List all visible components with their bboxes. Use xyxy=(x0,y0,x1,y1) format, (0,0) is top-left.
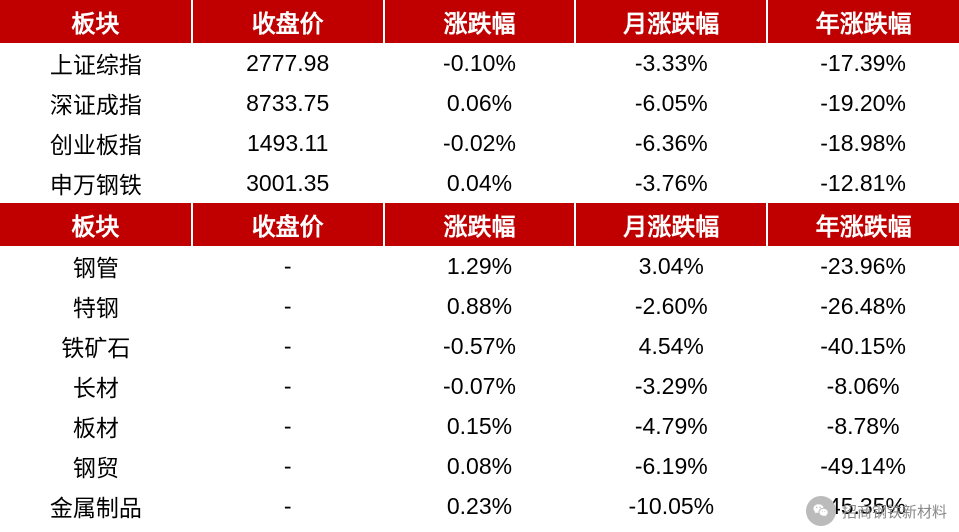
table2-header-row: 板块 收盘价 涨跌幅 月涨跌幅 年涨跌幅 xyxy=(0,203,959,246)
cell-close: 8733.75 xyxy=(192,83,384,123)
cell-close: - xyxy=(192,246,384,286)
cell-sector: 板材 xyxy=(0,406,192,446)
cell-sector: 申万钢铁 xyxy=(0,163,192,203)
cell-year-change: -8.06% xyxy=(767,366,959,406)
cell-change: 0.88% xyxy=(384,286,576,326)
cell-sector: 长材 xyxy=(0,366,192,406)
cell-sector: 特钢 xyxy=(0,286,192,326)
cell-change: -0.10% xyxy=(384,43,576,83)
table1-header-year-change: 年涨跌幅 xyxy=(767,0,959,43)
table-row: 钢贸-0.08%-6.19%-49.14% xyxy=(0,446,959,486)
watermark: 招商钢铁新材料 xyxy=(806,496,947,526)
cell-change: 0.08% xyxy=(384,446,576,486)
cell-change: 1.29% xyxy=(384,246,576,286)
table-row: 申万钢铁3001.350.04%-3.76%-12.81% xyxy=(0,163,959,203)
cell-change: 0.23% xyxy=(384,486,576,526)
cell-change: 0.06% xyxy=(384,83,576,123)
cell-sector: 钢管 xyxy=(0,246,192,286)
cell-month-change: -6.05% xyxy=(575,83,767,123)
wechat-icon xyxy=(806,496,836,526)
table1-header-close: 收盘价 xyxy=(192,0,384,43)
cell-year-change: -18.98% xyxy=(767,123,959,163)
cell-close: - xyxy=(192,286,384,326)
cell-month-change: -4.79% xyxy=(575,406,767,446)
cell-change: -0.07% xyxy=(384,366,576,406)
table-row: 上证综指2777.98-0.10%-3.33%-17.39% xyxy=(0,43,959,83)
table2-header-sector: 板块 xyxy=(0,203,192,246)
table2-header-close: 收盘价 xyxy=(192,203,384,246)
table-row: 板材-0.15%-4.79%-8.78% xyxy=(0,406,959,446)
table2-header-year-change: 年涨跌幅 xyxy=(767,203,959,246)
cell-year-change: -23.96% xyxy=(767,246,959,286)
table1-header-month-change: 月涨跌幅 xyxy=(575,0,767,43)
table-row: 特钢-0.88%-2.60%-26.48% xyxy=(0,286,959,326)
cell-year-change: -40.15% xyxy=(767,326,959,366)
cell-month-change: -3.76% xyxy=(575,163,767,203)
table1-header-change: 涨跌幅 xyxy=(384,0,576,43)
cell-sector: 深证成指 xyxy=(0,83,192,123)
cell-sector: 上证综指 xyxy=(0,43,192,83)
table1-header-sector: 板块 xyxy=(0,0,192,43)
watermark-text: 招商钢铁新材料 xyxy=(842,501,947,522)
table2-header-month-change: 月涨跌幅 xyxy=(575,203,767,246)
cell-close: - xyxy=(192,366,384,406)
table1-header-row: 板块 收盘价 涨跌幅 月涨跌幅 年涨跌幅 xyxy=(0,0,959,43)
cell-close: - xyxy=(192,326,384,366)
cell-sector: 创业板指 xyxy=(0,123,192,163)
cell-close: 1493.11 xyxy=(192,123,384,163)
cell-change: 0.04% xyxy=(384,163,576,203)
cell-month-change: 3.04% xyxy=(575,246,767,286)
cell-year-change: -12.81% xyxy=(767,163,959,203)
cell-month-change: -3.29% xyxy=(575,366,767,406)
cell-close: 2777.98 xyxy=(192,43,384,83)
cell-close: - xyxy=(192,446,384,486)
cell-year-change: -8.78% xyxy=(767,406,959,446)
cell-change: 0.15% xyxy=(384,406,576,446)
cell-close: - xyxy=(192,406,384,446)
cell-close: 3001.35 xyxy=(192,163,384,203)
table-row: 创业板指1493.11-0.02%-6.36%-18.98% xyxy=(0,123,959,163)
table-row: 长材--0.07%-3.29%-8.06% xyxy=(0,366,959,406)
cell-change: -0.57% xyxy=(384,326,576,366)
cell-sector: 金属制品 xyxy=(0,486,192,526)
cell-month-change: -6.36% xyxy=(575,123,767,163)
cell-year-change: -26.48% xyxy=(767,286,959,326)
cell-month-change: -3.33% xyxy=(575,43,767,83)
cell-month-change: -2.60% xyxy=(575,286,767,326)
table2-header-change: 涨跌幅 xyxy=(384,203,576,246)
cell-change: -0.02% xyxy=(384,123,576,163)
cell-sector: 钢贸 xyxy=(0,446,192,486)
cell-close: - xyxy=(192,486,384,526)
cell-year-change: -49.14% xyxy=(767,446,959,486)
market-table: 板块 收盘价 涨跌幅 月涨跌幅 年涨跌幅 上证综指2777.98-0.10%-3… xyxy=(0,0,959,526)
table-row: 钢管-1.29%3.04%-23.96% xyxy=(0,246,959,286)
cell-sector: 铁矿石 xyxy=(0,326,192,366)
table-row: 铁矿石--0.57%4.54%-40.15% xyxy=(0,326,959,366)
cell-month-change: -6.19% xyxy=(575,446,767,486)
cell-year-change: -19.20% xyxy=(767,83,959,123)
cell-year-change: -17.39% xyxy=(767,43,959,83)
table-row: 深证成指8733.750.06%-6.05%-19.20% xyxy=(0,83,959,123)
cell-month-change: -10.05% xyxy=(575,486,767,526)
cell-month-change: 4.54% xyxy=(575,326,767,366)
